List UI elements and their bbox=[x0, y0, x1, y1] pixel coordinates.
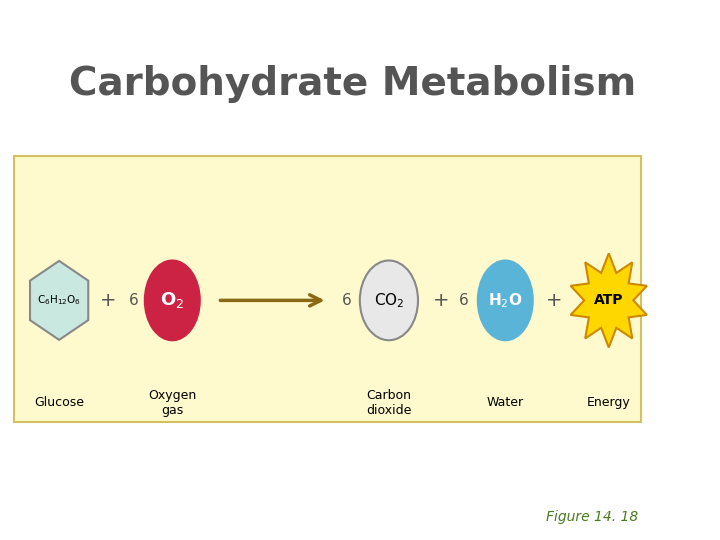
Text: CO$_2$: CO$_2$ bbox=[374, 291, 404, 310]
Text: +: + bbox=[546, 291, 562, 310]
Text: Water: Water bbox=[487, 396, 524, 409]
Text: Figure 14. 18: Figure 14. 18 bbox=[546, 510, 638, 524]
Text: 6: 6 bbox=[129, 293, 138, 308]
Text: ATP: ATP bbox=[594, 293, 624, 307]
Polygon shape bbox=[30, 261, 89, 340]
FancyBboxPatch shape bbox=[14, 156, 641, 422]
Text: O$_2$: O$_2$ bbox=[160, 291, 184, 310]
Ellipse shape bbox=[360, 260, 418, 340]
Ellipse shape bbox=[145, 260, 199, 340]
Text: Carbohydrate Metabolism: Carbohydrate Metabolism bbox=[69, 65, 636, 103]
Text: C$_6$H$_{12}$O$_6$: C$_6$H$_{12}$O$_6$ bbox=[37, 293, 81, 307]
Text: H$_2$O: H$_2$O bbox=[488, 291, 523, 310]
Ellipse shape bbox=[478, 260, 533, 340]
Polygon shape bbox=[571, 253, 647, 347]
Text: 6: 6 bbox=[459, 293, 468, 308]
Text: +: + bbox=[99, 291, 116, 310]
Text: Oxygen
gas: Oxygen gas bbox=[148, 389, 197, 417]
Text: 6: 6 bbox=[342, 293, 352, 308]
Text: Glucose: Glucose bbox=[34, 396, 84, 409]
Text: Energy: Energy bbox=[587, 396, 631, 409]
Text: +: + bbox=[433, 291, 449, 310]
Text: Carbon
dioxide: Carbon dioxide bbox=[366, 389, 412, 417]
